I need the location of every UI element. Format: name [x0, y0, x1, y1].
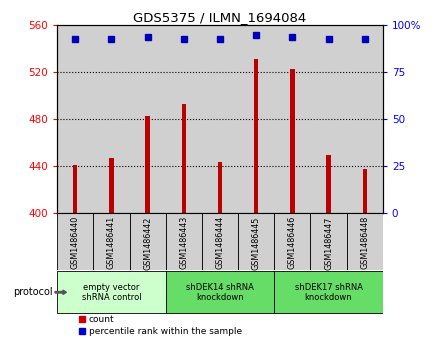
Bar: [57, 271, 166, 313]
Bar: [347, 25, 383, 213]
Title: GDS5375 / ILMN_1694084: GDS5375 / ILMN_1694084: [133, 11, 307, 24]
Bar: [166, 213, 202, 270]
Bar: [129, 25, 166, 213]
Bar: [274, 213, 311, 270]
Text: GSM1486448: GSM1486448: [360, 216, 369, 269]
Bar: [347, 213, 383, 270]
Bar: [290, 69, 294, 213]
Bar: [311, 25, 347, 213]
Bar: [166, 271, 274, 313]
Bar: [182, 104, 186, 213]
Bar: [254, 60, 258, 213]
Text: shDEK17 shRNA
knockdown: shDEK17 shRNA knockdown: [294, 282, 363, 302]
Text: GSM1486447: GSM1486447: [324, 216, 333, 270]
Bar: [311, 213, 347, 270]
Text: GSM1486440: GSM1486440: [71, 216, 80, 269]
Text: GSM1486446: GSM1486446: [288, 216, 297, 269]
Text: GSM1486445: GSM1486445: [252, 216, 260, 270]
Bar: [274, 25, 311, 213]
Bar: [109, 158, 114, 213]
Text: GSM1486444: GSM1486444: [216, 216, 224, 269]
Bar: [93, 213, 129, 270]
Bar: [238, 213, 274, 270]
Bar: [57, 213, 93, 270]
Bar: [57, 25, 93, 213]
Bar: [129, 213, 166, 270]
Text: GSM1486442: GSM1486442: [143, 216, 152, 270]
Bar: [238, 25, 274, 213]
Bar: [218, 162, 222, 213]
Bar: [93, 25, 129, 213]
Legend: count, percentile rank within the sample: count, percentile rank within the sample: [78, 315, 242, 336]
Bar: [146, 116, 150, 213]
Text: GSM1486441: GSM1486441: [107, 216, 116, 269]
Bar: [274, 271, 383, 313]
Text: shDEK14 shRNA
knockdown: shDEK14 shRNA knockdown: [186, 282, 254, 302]
Bar: [73, 165, 77, 213]
Bar: [202, 25, 238, 213]
Bar: [363, 169, 367, 213]
Bar: [326, 155, 331, 213]
Text: GSM1486443: GSM1486443: [180, 216, 188, 269]
Bar: [166, 25, 202, 213]
Bar: [202, 213, 238, 270]
Text: protocol: protocol: [13, 287, 53, 297]
Text: empty vector
shRNA control: empty vector shRNA control: [82, 282, 141, 302]
